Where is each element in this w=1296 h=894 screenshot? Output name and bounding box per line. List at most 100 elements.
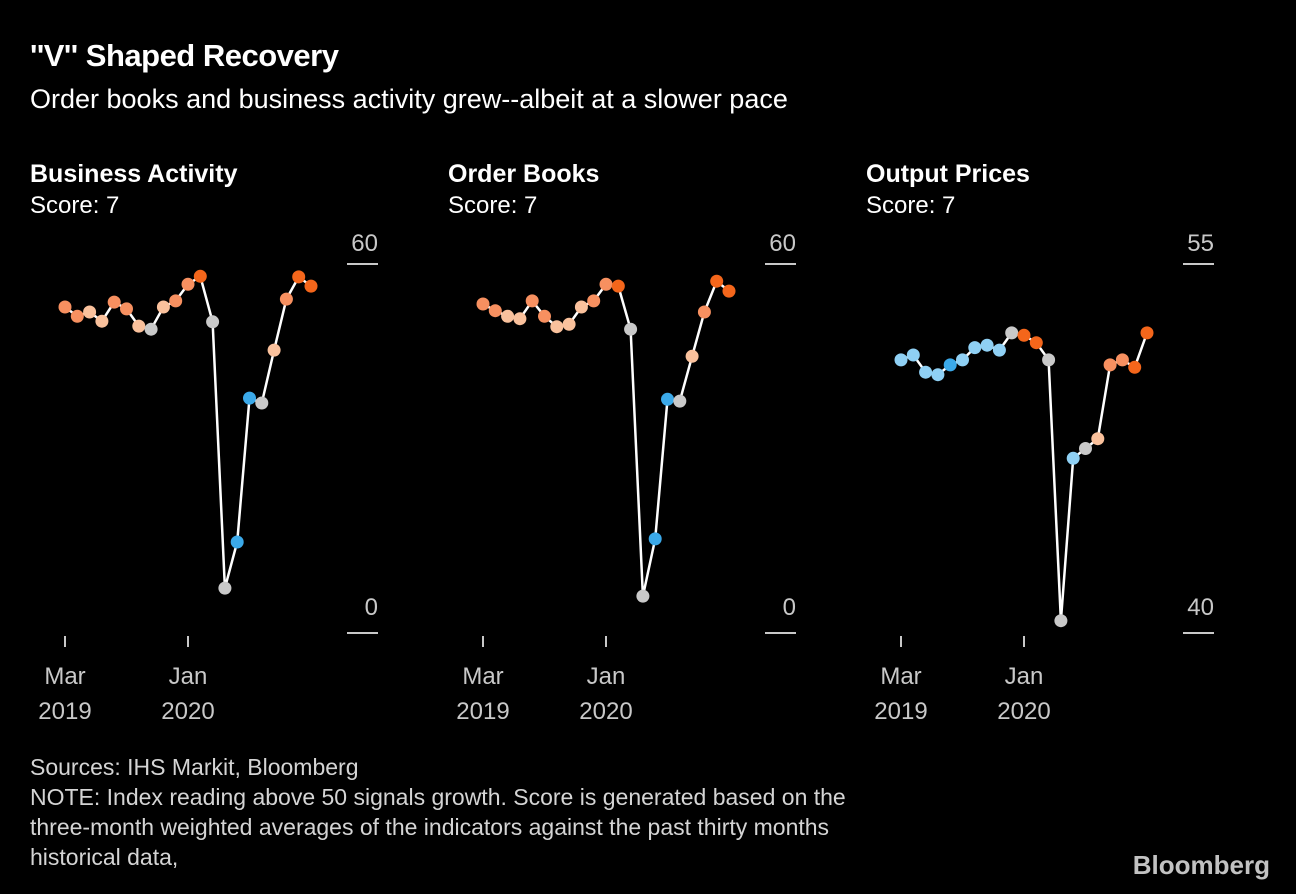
data-point: [1017, 328, 1031, 342]
panel-score-output-prices: Score: 7: [866, 192, 956, 219]
data-point: [181, 277, 195, 291]
data-point: [931, 368, 945, 382]
output-prices-chart: 55 40 Mar 2019 Jan 2020: [866, 221, 1254, 731]
note-line-1: NOTE: Index reading above 50 signals gro…: [30, 784, 846, 810]
x-axis-year-label: 2020: [579, 698, 632, 725]
sources-line: Sources: IHS Markit, Bloomberg: [30, 754, 359, 780]
data-point: [956, 353, 969, 367]
data-point: [919, 365, 933, 379]
data-point: [58, 300, 72, 314]
data-point: [624, 322, 638, 336]
data-point: [574, 300, 588, 314]
data-point: [1128, 360, 1142, 374]
data-point: [1140, 326, 1154, 340]
data-point: [476, 297, 490, 311]
data-point: [636, 589, 650, 603]
note-line-3: historical data,: [30, 844, 179, 870]
output-prices-svg: 55 40 Mar 2019 Jan 2020: [874, 230, 1214, 725]
x-axis-month-label: Jan: [169, 663, 208, 690]
data-point: [206, 315, 220, 329]
data-point: [70, 309, 84, 323]
data-point: [144, 322, 158, 336]
data-point: [562, 317, 576, 331]
panel-title-business-activity: Business Activity: [30, 160, 238, 188]
x-axis-year-label: 2019: [38, 698, 91, 725]
data-point: [243, 391, 256, 405]
note-line-2: three-month weighted averages of the ind…: [30, 814, 830, 840]
data-point: [894, 353, 908, 367]
y-axis-max-label: 55: [1187, 230, 1214, 257]
data-point: [525, 294, 539, 308]
data-point: [95, 314, 109, 328]
y-axis-min-label: 40: [1187, 594, 1214, 621]
order-books-svg: 60 0 Mar 2019 Jan 2020: [456, 230, 796, 725]
data-point: [538, 309, 551, 323]
order-books-chart: 60 0 Mar 2019 Jan 2020: [448, 221, 836, 731]
x-axis-month-label: Mar: [44, 663, 85, 690]
panel-order-books: Order Books Score: 7 60 0 Mar 2019 Jan 2020: [448, 158, 836, 738]
data-point: [1079, 442, 1092, 455]
data-point: [722, 284, 736, 298]
data-point: [661, 392, 674, 406]
x-axis-year-label: 2019: [874, 698, 927, 725]
panel-score-order-books: Score: 7: [448, 192, 538, 219]
data-point: [1029, 336, 1043, 350]
data-point: [193, 269, 207, 283]
x-axis-year-label: 2020: [161, 698, 214, 725]
data-point: [1091, 432, 1105, 446]
panel-business-activity: Business Activity Score: 7 60 0 Mar 2019 Jan…: [30, 158, 418, 738]
data-point: [1066, 451, 1080, 465]
data-point: [697, 305, 711, 319]
data-point: [550, 320, 564, 334]
data-point: [673, 394, 687, 408]
panel-title-order-books: Order Books: [448, 160, 600, 188]
data-point: [611, 279, 625, 293]
data-point: [906, 348, 920, 362]
x-axis-year-label: 2019: [456, 698, 509, 725]
panel-output-prices: Output Prices Score: 7 55 40 Mar 2019 Jan 202…: [866, 158, 1254, 738]
data-point: [83, 305, 97, 319]
data-point: [107, 295, 121, 309]
x-axis-month-label: Jan: [587, 663, 626, 690]
x-axis-month-label: Mar: [880, 663, 921, 690]
bloomberg-logo: Bloomberg: [1132, 850, 1270, 880]
data-point: [513, 312, 527, 326]
business-activity-svg: 60 0 Mar 2019 Jan 2020: [38, 230, 378, 725]
data-point: [1054, 614, 1068, 628]
x-axis-month-label: Mar: [462, 663, 503, 690]
data-point: [943, 358, 957, 372]
data-point: [710, 274, 724, 288]
data-point: [120, 302, 133, 316]
data-point: [1115, 353, 1129, 367]
panel-score-business-activity: Score: 7: [30, 192, 120, 219]
data-point: [132, 319, 146, 333]
data-point: [501, 309, 515, 323]
y-axis-max-label: 60: [351, 230, 378, 257]
data-point: [968, 341, 982, 355]
data-point: [1042, 353, 1056, 367]
y-axis-max-label: 60: [769, 230, 796, 257]
series-line: [482, 279, 730, 598]
y-axis-min-label: 0: [365, 594, 378, 621]
footer: Sources: IHS Markit, Bloomberg NOTE: Ind…: [30, 752, 846, 872]
data-point: [980, 338, 994, 352]
data-point: [1005, 326, 1019, 340]
data-point: [1103, 358, 1117, 372]
panel-title-output-prices: Output Prices: [866, 160, 1030, 188]
data-point: [267, 343, 281, 357]
data-point: [992, 343, 1006, 357]
y-axis-min-label: 0: [783, 594, 796, 621]
data-point: [587, 294, 601, 308]
data-point: [599, 277, 613, 291]
data-point: [230, 535, 244, 549]
x-axis-year-label: 2020: [997, 698, 1050, 725]
data-point: [156, 300, 170, 314]
data-point: [218, 581, 232, 595]
page-subtitle: Order books and business activity grew--…: [30, 84, 788, 114]
data-point: [304, 279, 318, 293]
business-activity-chart: 60 0 Mar 2019 Jan 2020: [30, 221, 418, 731]
x-axis-month-label: Jan: [1005, 663, 1044, 690]
data-point: [279, 292, 293, 306]
data-point: [169, 294, 183, 308]
